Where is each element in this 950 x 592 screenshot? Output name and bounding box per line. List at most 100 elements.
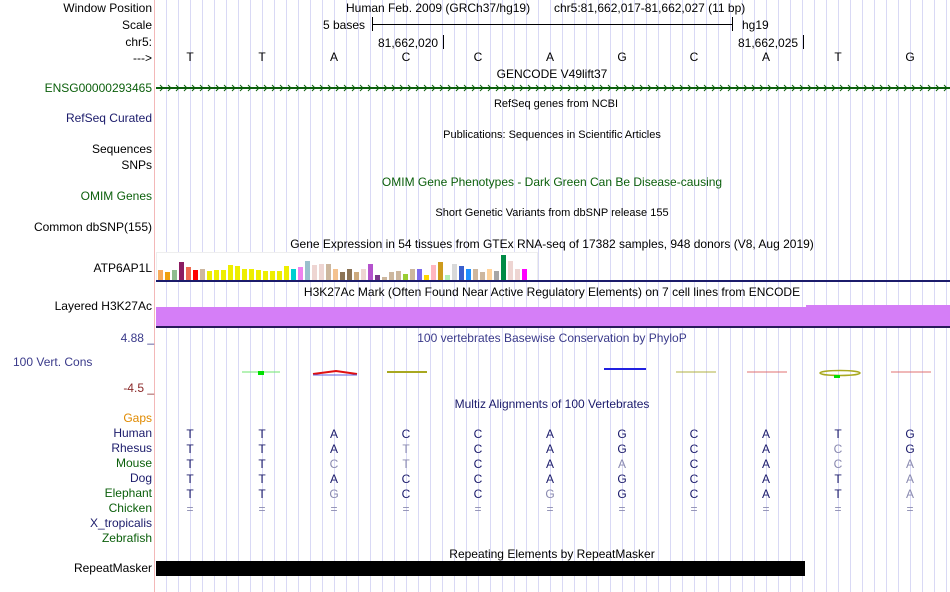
gtex-gene-label[interactable]: ATP6AP1L <box>93 261 152 275</box>
gtex-tissue-bar[interactable] <box>207 271 212 280</box>
gencode-gene-feature[interactable] <box>156 82 950 94</box>
gtex-tissue-bar[interactable] <box>410 269 415 280</box>
gtex-tissue-bar[interactable] <box>200 269 205 280</box>
gtex-tissue-bar[interactable] <box>158 270 163 280</box>
cons-track-title[interactable]: 100 vertebrates Basewise Conservation by… <box>417 331 687 345</box>
repeat-element[interactable] <box>156 561 805 576</box>
gtex-tissue-bar[interactable] <box>284 266 289 280</box>
gencode-track-title[interactable]: GENCODE V49lift37 <box>496 67 608 81</box>
refseq-track-title[interactable]: RefSeq genes from NCBI <box>493 98 619 110</box>
gtex-tissue-bar[interactable] <box>438 262 443 280</box>
cons-label[interactable]: 100 Vert. Cons <box>13 355 93 369</box>
gtex-tissue-bar[interactable] <box>522 269 527 280</box>
gencode-gene-label[interactable]: ENSG00000293465 <box>44 81 152 95</box>
gtex-tissue-bar[interactable] <box>333 269 338 280</box>
repeatmasker-label[interactable]: RepeatMasker <box>73 561 152 575</box>
gtex-tissue-bar[interactable] <box>368 264 373 280</box>
gtex-tissue-bar[interactable] <box>165 272 170 280</box>
species-label-human[interactable]: Human <box>113 426 152 440</box>
gtex-tissue-bar[interactable] <box>494 271 499 280</box>
cons-wiggle[interactable] <box>156 360 950 380</box>
gtex-tissue-bar[interactable] <box>193 270 198 280</box>
gtex-tissue-bar[interactable] <box>214 270 219 280</box>
grid-line <box>622 0 623 592</box>
gtex-tissue-bar[interactable] <box>235 266 240 280</box>
gtex-tissue-bar[interactable] <box>473 269 478 280</box>
species-label-elephant[interactable]: Elephant <box>104 486 152 500</box>
gtex-tissue-bar[interactable] <box>508 261 513 280</box>
strand-arrows-icon <box>159 84 948 92</box>
h3k27ac-label[interactable]: Layered H3K27Ac <box>54 299 152 313</box>
refseq-label[interactable]: RefSeq Curated <box>65 111 152 125</box>
gtex-tissue-bar[interactable] <box>354 272 359 280</box>
gtex-tissue-bar[interactable] <box>361 269 366 280</box>
gtex-tissue-bar[interactable] <box>277 271 282 280</box>
grid-line <box>694 0 695 592</box>
gtex-tissue-bar[interactable] <box>347 269 352 280</box>
gtex-tissue-bar[interactable] <box>459 266 464 280</box>
gtex-tissue-bar[interactable] <box>242 269 247 280</box>
grid-line <box>298 0 299 592</box>
gtex-tissue-bar[interactable] <box>487 269 492 280</box>
repeatmasker-track-title[interactable]: Repeating Elements by RepeatMasker <box>449 547 655 561</box>
publications-track-title[interactable]: Publications: Sequences in Scientific Ar… <box>443 129 661 141</box>
gtex-tissue-bar[interactable] <box>389 272 394 280</box>
gtex-tissue-bar[interactable] <box>312 265 317 280</box>
gtex-tissue-bar[interactable] <box>501 255 506 280</box>
dna-base: G <box>617 50 627 64</box>
dbsnp-track-title[interactable]: Short Genetic Variants from dbSNP releas… <box>435 207 669 219</box>
grid-line <box>910 0 911 592</box>
gtex-tissue-bar[interactable] <box>172 270 177 280</box>
species-label-dog[interactable]: Dog <box>129 471 152 485</box>
species-label-chicken[interactable]: Chicken <box>108 501 152 515</box>
species-label-x_tropicalis[interactable]: X_tropicalis <box>89 516 152 530</box>
gtex-tissue-bar[interactable] <box>403 274 408 280</box>
publications-label-sequences[interactable]: Sequences <box>91 142 152 156</box>
omim-label[interactable]: OMIM Genes <box>80 189 152 203</box>
cons-ymin: -4.5 _ <box>123 381 154 395</box>
gtex-tissue-bar[interactable] <box>263 271 268 280</box>
gtex-tissue-bar[interactable] <box>228 265 233 280</box>
grid-line <box>742 0 743 592</box>
gtex-tissue-bar[interactable] <box>445 275 450 280</box>
gtex-tissue-bar[interactable] <box>270 271 275 280</box>
multiz-track-title[interactable]: Multiz Alignments of 100 Vertebrates <box>454 397 650 411</box>
gtex-tissue-bar[interactable] <box>305 261 310 280</box>
aligned-base: C <box>401 487 411 501</box>
species-label-rhesus[interactable]: Rhesus <box>111 441 152 455</box>
gtex-tissue-bar[interactable] <box>417 269 422 280</box>
h3k27ac-signal-a[interactable] <box>156 307 806 326</box>
gtex-tissue-bar[interactable] <box>186 267 191 280</box>
gtex-bar-chart[interactable] <box>156 252 538 281</box>
gtex-tissue-bar[interactable] <box>298 267 303 280</box>
gtex-tissue-bar[interactable] <box>221 270 226 280</box>
dbsnp-label[interactable]: Common dbSNP(155) <box>33 220 152 234</box>
gtex-tissue-bar[interactable] <box>452 264 457 280</box>
gtex-tissue-bar[interactable] <box>431 265 436 280</box>
gtex-tissue-bar[interactable] <box>480 272 485 280</box>
gtex-tissue-bar[interactable] <box>466 269 471 280</box>
gtex-tissue-bar[interactable] <box>375 275 380 280</box>
aligned-base: A <box>545 442 554 456</box>
grid-line <box>454 0 455 592</box>
species-label-mouse[interactable]: Mouse <box>115 456 152 470</box>
gtex-tissue-bar[interactable] <box>256 270 261 280</box>
gtex-tissue-bar[interactable] <box>291 269 296 280</box>
gtex-tissue-bar[interactable] <box>396 271 401 280</box>
species-label-zebrafish[interactable]: Zebrafish <box>101 531 152 545</box>
gtex-tissue-bar[interactable] <box>319 264 324 280</box>
gtex-tissue-bar[interactable] <box>382 277 387 280</box>
gtex-tissue-bar[interactable] <box>326 264 331 280</box>
h3k27ac-track-title[interactable]: H3K27Ac Mark (Often Found Near Active Re… <box>303 285 801 299</box>
gtex-tissue-bar[interactable] <box>249 269 254 280</box>
gtex-track-title[interactable]: Gene Expression in 54 tissues from GTEx … <box>290 237 814 251</box>
publications-label-snps[interactable]: SNPs <box>121 158 152 172</box>
grid-line <box>442 0 443 592</box>
h3k27ac-signal-b[interactable] <box>806 305 950 326</box>
gtex-tissue-bar[interactable] <box>424 275 429 280</box>
grid-line <box>346 0 347 592</box>
gtex-tissue-bar[interactable] <box>340 272 345 280</box>
omim-track-title[interactable]: OMIM Gene Phenotypes - Dark Green Can Be… <box>381 175 723 189</box>
gtex-tissue-bar[interactable] <box>179 262 184 280</box>
gtex-tissue-bar[interactable] <box>515 269 520 280</box>
